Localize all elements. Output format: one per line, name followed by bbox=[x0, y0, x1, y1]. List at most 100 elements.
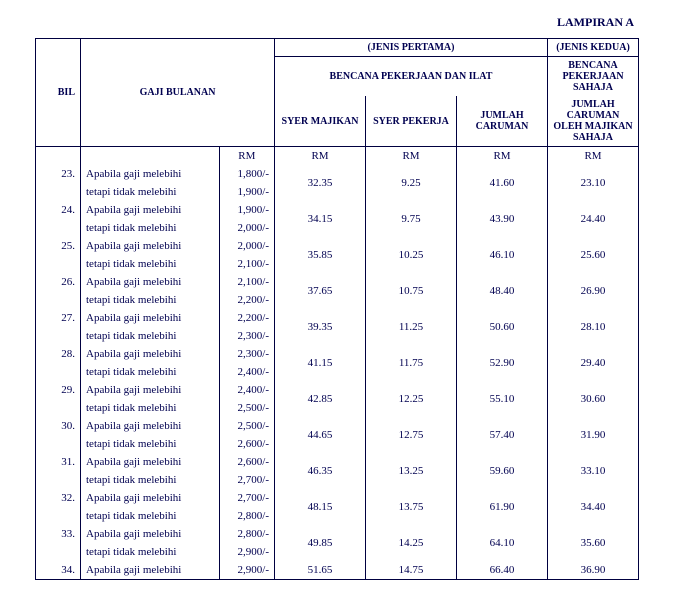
cell-range-from: 2,500/- bbox=[219, 417, 274, 435]
cell-syer-majikan: 48.15 bbox=[275, 489, 366, 525]
cell-syer-pekerja: 13.75 bbox=[366, 489, 457, 525]
cell-gaji-line2: tetapi tidak melebihi bbox=[81, 183, 220, 201]
cell-gaji-line1: Apabila gaji melebihi bbox=[81, 201, 220, 219]
rm-spacer bbox=[81, 147, 220, 166]
cell-range-from: 2,600/- bbox=[219, 453, 274, 471]
cell-bil: 24. bbox=[36, 201, 81, 237]
cell-syer-majikan: 37.65 bbox=[275, 273, 366, 309]
contribution-table: BIL GAJI BULANAN (JENIS PERTAMA) (JENIS … bbox=[35, 38, 639, 580]
cell-range-to: 2,200/- bbox=[219, 291, 274, 309]
cell-jumlah-majikan-sahaja: 33.10 bbox=[548, 453, 639, 489]
cell-jumlah-majikan-sahaja: 34.40 bbox=[548, 489, 639, 525]
cell-bil: 30. bbox=[36, 417, 81, 453]
cell-gaji-line1: Apabila gaji melebihi bbox=[81, 237, 220, 255]
cell-bil: 32. bbox=[36, 489, 81, 525]
cell-syer-pekerja: 13.25 bbox=[366, 453, 457, 489]
cell-range-to: 2,100/- bbox=[219, 255, 274, 273]
table-body: RM RM RM RM RM 23.Apabila gaji melebihi1… bbox=[36, 147, 639, 580]
cell-jumlah-caruman: 43.90 bbox=[457, 201, 548, 237]
rm-spacer bbox=[36, 147, 81, 166]
cell-syer-pekerja: 11.25 bbox=[366, 309, 457, 345]
cell-syer-majikan: 35.85 bbox=[275, 237, 366, 273]
cell-bil: 25. bbox=[36, 237, 81, 273]
cell-gaji-line1: Apabila gaji melebihi bbox=[81, 489, 220, 507]
cell-syer-majikan: 34.15 bbox=[275, 201, 366, 237]
cell-range-from: 2,800/- bbox=[219, 525, 274, 543]
cell-bil: 34. bbox=[36, 561, 81, 580]
cell-range-to: 1,900/- bbox=[219, 183, 274, 201]
cell-jumlah-caruman: 52.90 bbox=[457, 345, 548, 381]
cell-jumlah-majikan-sahaja: 30.60 bbox=[548, 381, 639, 417]
cell-syer-pekerja: 10.75 bbox=[366, 273, 457, 309]
cell-bil: 27. bbox=[36, 309, 81, 345]
cell-jumlah-majikan-sahaja: 28.10 bbox=[548, 309, 639, 345]
header-bencana-ilat: BENCANA PEKERJAAN DAN ILAT bbox=[275, 57, 548, 97]
header-jenis-kedua: (JENIS KEDUA) bbox=[548, 39, 639, 57]
cell-range-to: 2,800/- bbox=[219, 507, 274, 525]
cell-bil: 29. bbox=[36, 381, 81, 417]
cell-jumlah-caruman: 64.10 bbox=[457, 525, 548, 561]
cell-gaji-line1: Apabila gaji melebihi bbox=[81, 165, 220, 183]
cell-syer-majikan: 49.85 bbox=[275, 525, 366, 561]
cell-jumlah-majikan-sahaja: 24.40 bbox=[548, 201, 639, 237]
cell-syer-majikan: 44.65 bbox=[275, 417, 366, 453]
cell-jumlah-caruman: 61.90 bbox=[457, 489, 548, 525]
cell-gaji-text: Apabila gaji melebihi bbox=[81, 561, 220, 580]
rm-label: RM bbox=[219, 147, 274, 166]
cell-jumlah-caruman: 41.60 bbox=[457, 165, 548, 201]
cell-range-from: 2,100/- bbox=[219, 273, 274, 291]
cell-bil: 28. bbox=[36, 345, 81, 381]
cell-range-from: 1,900/- bbox=[219, 201, 274, 219]
cell-jumlah-caruman: 46.10 bbox=[457, 237, 548, 273]
cell-gaji-line1: Apabila gaji melebihi bbox=[81, 381, 220, 399]
cell-jumlah-majikan-sahaja: 29.40 bbox=[548, 345, 639, 381]
cell-range-to: 2,900/- bbox=[219, 543, 274, 561]
cell-syer-majikan: 41.15 bbox=[275, 345, 366, 381]
cell-syer-majikan: 32.35 bbox=[275, 165, 366, 201]
cell-range-from: 2,200/- bbox=[219, 309, 274, 327]
cell-range-from: 2,900/- bbox=[219, 561, 274, 580]
cell-bil: 26. bbox=[36, 273, 81, 309]
header-jumlah-caruman: JUMLAH CARUMAN bbox=[457, 96, 548, 147]
cell-gaji-line2: tetapi tidak melebihi bbox=[81, 327, 220, 345]
cell-gaji-line2: tetapi tidak melebihi bbox=[81, 255, 220, 273]
cell-range-from: 2,400/- bbox=[219, 381, 274, 399]
cell-range-from: 1,800/- bbox=[219, 165, 274, 183]
cell-syer-pekerja: 12.25 bbox=[366, 381, 457, 417]
header-gaji-bulanan: GAJI BULANAN bbox=[81, 39, 275, 147]
rm-label: RM bbox=[548, 147, 639, 166]
cell-range-to: 2,500/- bbox=[219, 399, 274, 417]
cell-gaji-line2: tetapi tidak melebihi bbox=[81, 507, 220, 525]
attachment-label: LAMPIRAN A bbox=[35, 15, 639, 30]
cell-gaji-line2: tetapi tidak melebihi bbox=[81, 543, 220, 561]
cell-gaji-line1: Apabila gaji melebihi bbox=[81, 525, 220, 543]
cell-jumlah-caruman: 66.40 bbox=[457, 561, 548, 580]
cell-syer-pekerja: 11.75 bbox=[366, 345, 457, 381]
header-bencana-sahaja: BENCANA PEKERJAAN SAHAJA bbox=[548, 57, 639, 97]
header-jenis-pertama: (JENIS PERTAMA) bbox=[275, 39, 548, 57]
cell-gaji-line1: Apabila gaji melebihi bbox=[81, 309, 220, 327]
rm-label: RM bbox=[275, 147, 366, 166]
cell-jumlah-caruman: 57.40 bbox=[457, 417, 548, 453]
cell-range-from: 2,700/- bbox=[219, 489, 274, 507]
cell-bil: 33. bbox=[36, 525, 81, 561]
cell-gaji-line2: tetapi tidak melebihi bbox=[81, 471, 220, 489]
cell-range-to: 2,000/- bbox=[219, 219, 274, 237]
cell-syer-majikan: 42.85 bbox=[275, 381, 366, 417]
cell-gaji-line1: Apabila gaji melebihi bbox=[81, 273, 220, 291]
cell-range-to: 2,300/- bbox=[219, 327, 274, 345]
cell-jumlah-majikan-sahaja: 35.60 bbox=[548, 525, 639, 561]
cell-range-to: 2,400/- bbox=[219, 363, 274, 381]
cell-syer-pekerja: 14.25 bbox=[366, 525, 457, 561]
cell-gaji-line2: tetapi tidak melebihi bbox=[81, 399, 220, 417]
cell-gaji-line1: Apabila gaji melebihi bbox=[81, 345, 220, 363]
cell-jumlah-majikan-sahaja: 25.60 bbox=[548, 237, 639, 273]
cell-syer-majikan: 51.65 bbox=[275, 561, 366, 580]
rm-label: RM bbox=[366, 147, 457, 166]
cell-gaji-line2: tetapi tidak melebihi bbox=[81, 219, 220, 237]
cell-bil: 31. bbox=[36, 453, 81, 489]
cell-gaji-line1: Apabila gaji melebihi bbox=[81, 453, 220, 471]
header-bil: BIL bbox=[36, 39, 81, 147]
cell-syer-pekerja: 9.25 bbox=[366, 165, 457, 201]
cell-range-to: 2,600/- bbox=[219, 435, 274, 453]
